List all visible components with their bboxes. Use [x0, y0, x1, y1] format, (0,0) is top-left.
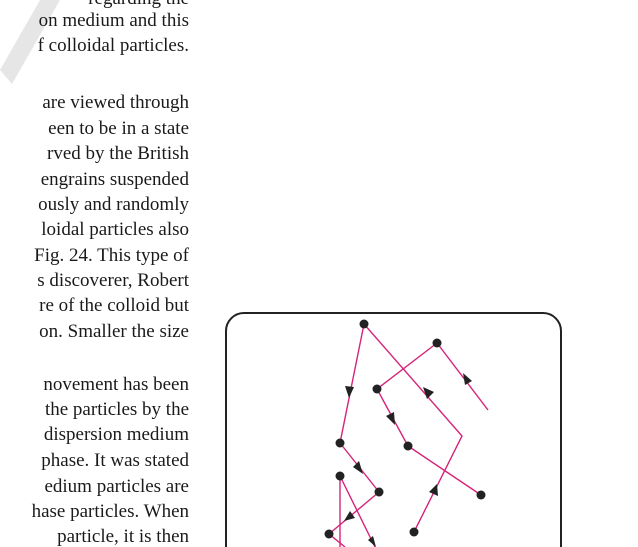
text-line: f colloidal particles. — [38, 35, 189, 56]
text-line: loidal particles also — [41, 219, 189, 240]
text-line: phase. It was stated — [41, 450, 189, 471]
text-line: particle, it is then — [57, 526, 189, 547]
text-column: regarding theon medium and this f colloid… — [32, 0, 190, 547]
text-line: dispersion medium — [44, 424, 189, 445]
text-line: engrains suspended — [41, 169, 190, 190]
text-line: edium particles are — [44, 476, 189, 497]
path-lines — [327, 323, 489, 547]
arrows — [344, 373, 472, 547]
text-line: een to be in a state — [48, 118, 189, 139]
text-line: regarding the — [88, 0, 189, 9]
particles — [324, 319, 486, 539]
text-line: rved by the British — [47, 143, 189, 164]
text-line: re of the colloid but — [39, 295, 190, 316]
watermark — [0, 0, 60, 84]
text-line: novement has been — [43, 374, 189, 395]
text-line: on. Smaller the size — [39, 321, 189, 342]
text-line: s discoverer, Robert — [37, 270, 189, 291]
text-line: the particles by the — [45, 399, 189, 420]
figure-frame — [225, 312, 562, 547]
text-line: Fig. 24. This type of — [34, 245, 189, 266]
text-line: are viewed through — [42, 92, 189, 113]
text-line: hase particles. When — [32, 501, 190, 522]
text-line: on medium and this — [39, 10, 189, 31]
text-line: ously and randomly — [38, 194, 189, 215]
